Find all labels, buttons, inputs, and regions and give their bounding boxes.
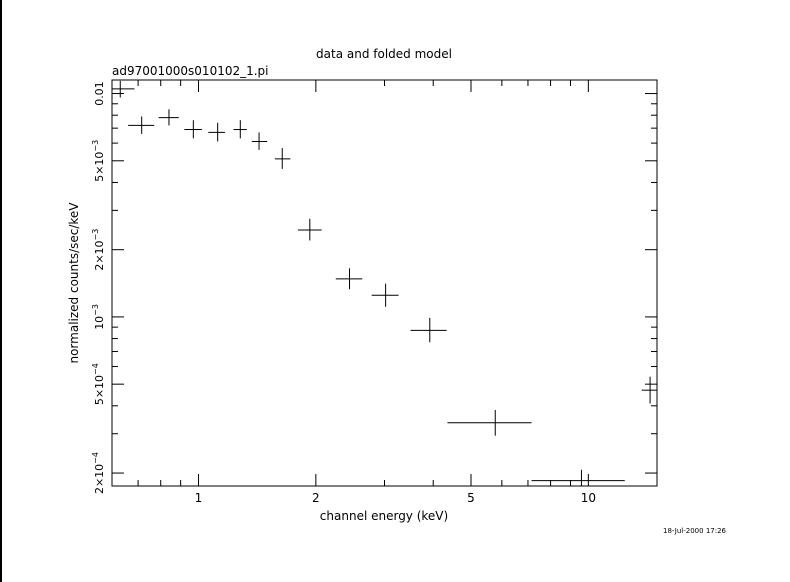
- x-tick-label: 2: [312, 491, 320, 505]
- window-left-edge: [0, 0, 2, 582]
- data-point: [274, 148, 291, 169]
- data-point: [251, 132, 268, 150]
- y-tick-exponent: −3: [91, 229, 100, 241]
- y-tick-mantissa: 0.01: [93, 81, 106, 106]
- y-axis-label: normalized counts/sec/keV: [67, 202, 81, 364]
- data-point: [184, 120, 202, 139]
- y-axis: 0.015×10−32×10−310−35×10−42×10−4: [91, 81, 657, 494]
- data-point: [447, 410, 532, 436]
- data-point: [410, 317, 447, 343]
- data-point: [158, 109, 179, 126]
- x-axis: 1 2 5 10: [111, 80, 596, 505]
- y-tick-mantissa: 5×10: [93, 152, 106, 182]
- chart-subtitle: ad97001000s010102_1.pi: [112, 64, 269, 78]
- data-point: [335, 268, 363, 290]
- data-point: [371, 283, 399, 307]
- y-tick-label: 2×10−4: [91, 452, 106, 494]
- x-axis-label: channel energy (keV): [320, 509, 448, 523]
- svg-text:0.01: 0.01: [93, 81, 106, 106]
- plot-frame: [111, 79, 658, 487]
- data-point: [531, 469, 625, 486]
- data-point: [208, 122, 226, 142]
- y-tick-mantissa: 2×10: [93, 240, 106, 270]
- y-tick-label: 0.01: [93, 81, 106, 106]
- x-tick-label: 10: [581, 491, 596, 505]
- data-point: [298, 218, 322, 241]
- y-tick-exponent: −3: [91, 304, 100, 316]
- x-tick-label: 5: [467, 491, 475, 505]
- data-point: [128, 116, 155, 134]
- y-tick-mantissa: 2×10: [93, 464, 106, 494]
- y-tick-label: 5×10−3: [91, 140, 106, 182]
- y-tick-exponent: −3: [91, 140, 100, 152]
- plot-timestamp: 18-Jul-2000 17:26: [663, 527, 727, 535]
- data-series: [112, 80, 657, 486]
- chart-title: data and folded model: [316, 47, 452, 61]
- svg-text:2×10−3: 2×10−3: [91, 229, 106, 271]
- y-tick-mantissa: 10: [93, 316, 106, 330]
- svg-text:10−3: 10−3: [91, 304, 106, 330]
- data-point: [112, 80, 135, 98]
- y-tick-mantissa: 5×10: [93, 375, 106, 405]
- svg-text:5×10−3: 5×10−3: [91, 140, 106, 182]
- y-tick-exponent: −4: [91, 363, 100, 375]
- data-point: [641, 376, 657, 404]
- y-tick-label: 5×10−4: [91, 363, 106, 405]
- svg-text:2×10−4: 2×10−4: [91, 452, 106, 494]
- y-tick-label: 2×10−3: [91, 229, 106, 271]
- y-tick-exponent: −4: [91, 452, 100, 464]
- svg-text:5×10−4: 5×10−4: [91, 363, 106, 405]
- data-point: [233, 120, 247, 139]
- y-tick-label: 10−3: [91, 304, 106, 330]
- x-tick-label: 1: [195, 491, 203, 505]
